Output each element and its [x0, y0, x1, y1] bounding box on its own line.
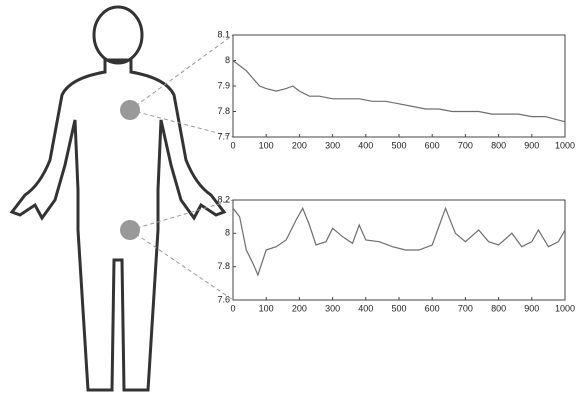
- y-tick-label: 8: [225, 228, 230, 238]
- y-tick-label: 8.2: [217, 194, 230, 204]
- x-tick-label: 400: [358, 303, 373, 313]
- plot-frame: [233, 35, 565, 137]
- x-tick-label: 200: [292, 140, 307, 150]
- x-tick-label: 500: [391, 140, 406, 150]
- y-tick-label: 7.8: [217, 106, 230, 116]
- x-tick-label: 600: [425, 140, 440, 150]
- y-tick-label: 8.1: [217, 29, 230, 39]
- x-tick-label: 700: [458, 140, 473, 150]
- x-tick-label: 100: [259, 303, 274, 313]
- x-tick-label: 300: [325, 140, 340, 150]
- x-tick-label: 200: [292, 303, 307, 313]
- plot-frame: [233, 200, 565, 300]
- figure: 010020030040050060070080090010007.77.87.…: [0, 0, 579, 401]
- sensor: [120, 100, 140, 120]
- x-tick-label: 900: [524, 140, 539, 150]
- y-tick-label: 7.6: [217, 294, 230, 304]
- x-tick-label: 800: [491, 140, 506, 150]
- x-tick-label: 500: [391, 303, 406, 313]
- x-tick-label: 100: [259, 140, 274, 150]
- y-tick-label: 7.9: [217, 80, 230, 90]
- x-tick-label: 900: [524, 303, 539, 313]
- x-tick-label: 400: [358, 140, 373, 150]
- sensor: [120, 220, 140, 240]
- x-tick-label: 1000: [555, 140, 575, 150]
- x-tick-label: 800: [491, 303, 506, 313]
- x-tick-label: 0: [230, 303, 235, 313]
- x-tick-label: 700: [458, 303, 473, 313]
- x-tick-label: 600: [425, 303, 440, 313]
- y-tick-label: 7.7: [217, 131, 230, 141]
- y-tick-label: 7.8: [217, 261, 230, 271]
- y-tick-label: 8: [225, 55, 230, 65]
- x-tick-label: 300: [325, 303, 340, 313]
- x-tick-label: 1000: [555, 303, 575, 313]
- x-tick-label: 0: [230, 140, 235, 150]
